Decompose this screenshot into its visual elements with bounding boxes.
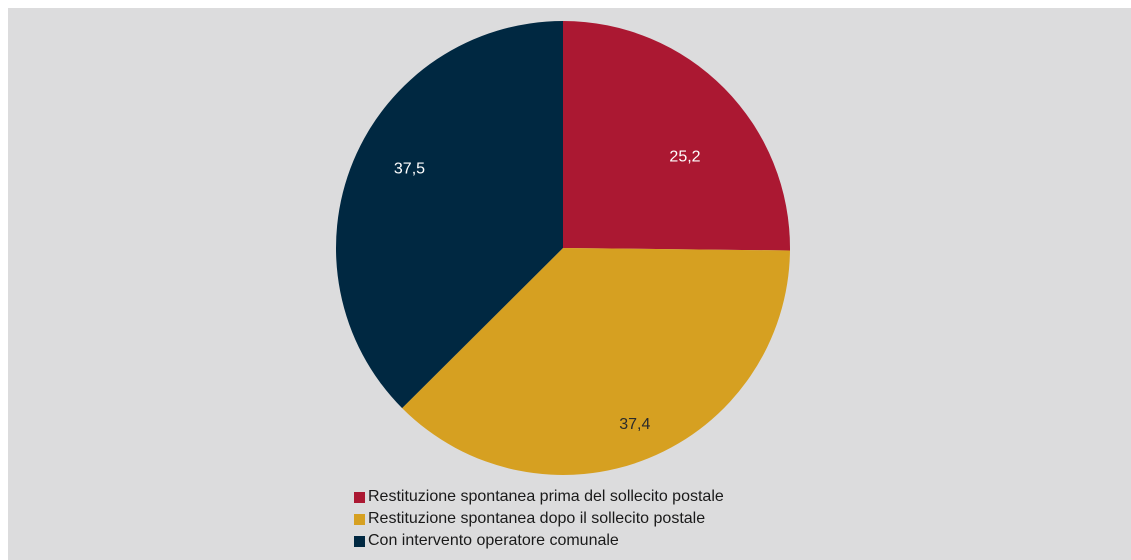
pie-value-label-0: 25,2	[669, 148, 700, 165]
legend-label-2: Con intervento operatore comunale	[368, 532, 619, 549]
legend-item-1: Restituzione spontanea dopo il sollecito…	[354, 508, 724, 530]
legend-swatch-1	[354, 513, 365, 525]
legend-label-0: Restituzione spontanea prima del solleci…	[368, 488, 724, 505]
pie-slice-0	[563, 21, 790, 251]
pie-slices	[336, 21, 790, 476]
legend-item-0: Restituzione spontanea prima del solleci…	[354, 486, 724, 508]
legend-label-1: Restituzione spontanea dopo il sollecito…	[368, 510, 706, 527]
pie-value-label-1: 37,4	[619, 416, 650, 433]
legend-swatch-2	[354, 535, 365, 547]
chart-panel: 25,2 37,4 37,5 Restituzione spontanea prim…	[8, 8, 1131, 560]
legend: Restituzione spontanea prima del solleci…	[354, 486, 724, 552]
pie-chart: 25,2 37,4 37,5	[336, 21, 790, 476]
pie-slice-2	[336, 21, 563, 409]
pie-value-label-2: 37,5	[394, 160, 425, 177]
legend-item-2: Con intervento operatore comunale	[354, 530, 724, 552]
pie-slice-1	[402, 248, 790, 476]
legend-swatch-0	[354, 491, 365, 503]
pie-value-labels: 25,2 37,4 37,5	[394, 148, 701, 432]
